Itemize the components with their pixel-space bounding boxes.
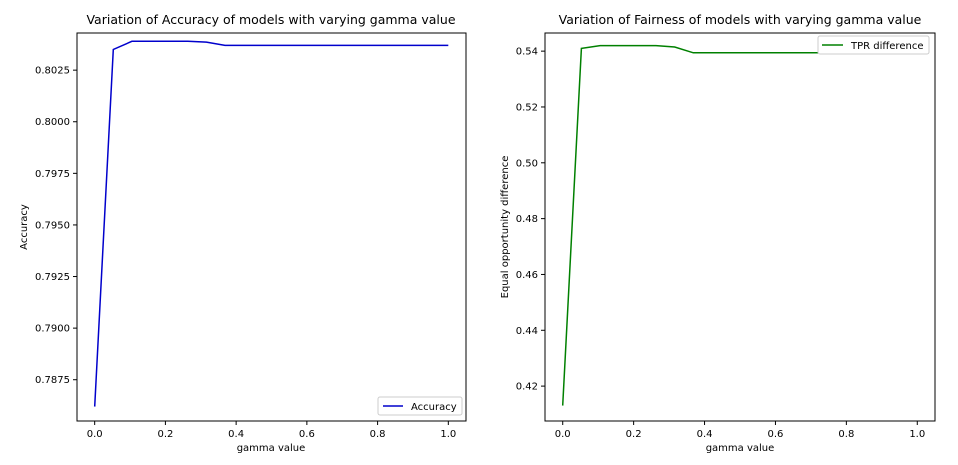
fairness-legend: TPR difference <box>817 35 930 55</box>
x-tick-label: 0.4 <box>697 429 713 440</box>
fairness-chart-ylabel: Equal opportunity difference <box>500 156 511 299</box>
plot-frame <box>544 32 936 422</box>
y-tick-label: 0.44 <box>516 326 538 337</box>
x-tick-label: 0.8 <box>838 429 854 440</box>
series-line-0 <box>561 44 918 406</box>
accuracy-chart: Variation of Accuracy of models with var… <box>19 12 467 454</box>
y-tick-label: 0.48 <box>516 214 538 225</box>
x-tick-label: 0.6 <box>299 429 315 440</box>
legend-label-tpr-difference: TPR difference <box>850 41 923 52</box>
x-tick-label: 0.0 <box>555 429 571 440</box>
legend-box <box>377 396 463 416</box>
legend-box <box>817 35 930 55</box>
x-tick-label: 0.2 <box>157 429 173 440</box>
legend-label-accuracy: Accuracy <box>411 402 457 413</box>
plot-frame <box>76 32 467 422</box>
y-tick-label: 0.7875 <box>35 375 70 386</box>
series-line-0 <box>93 40 449 407</box>
y-tick-label: 0.8000 <box>35 117 70 128</box>
y-tick-label: 0.7975 <box>35 169 70 180</box>
x-tick-label: 0.0 <box>87 429 103 440</box>
y-tick-label: 0.42 <box>516 382 538 393</box>
accuracy-chart-title: Variation of Accuracy of models with var… <box>86 12 455 27</box>
x-tick-label: 1.0 <box>440 429 456 440</box>
x-tick-label: 0.2 <box>626 429 642 440</box>
y-tick-label: 0.7900 <box>35 324 70 335</box>
fairness-chart-xlabel: gamma value <box>706 443 775 454</box>
y-tick-label: 0.8025 <box>35 66 70 77</box>
y-tick-label: 0.46 <box>516 270 538 281</box>
fairness-plot-area: 0.0 0.2 0.4 0.6 0.8 1.0 0.42 0.44 0.46 0.48 0.50 0.… <box>516 32 936 440</box>
accuracy-plot-area: 0.0 0.2 0.4 0.6 0.8 1.0 0.7875 0.7900 0.7925 0.79… <box>35 32 467 440</box>
y-tick-label: 0.54 <box>516 47 538 58</box>
y-tick-label: 0.50 <box>516 158 538 169</box>
accuracy-chart-xlabel: gamma value <box>237 443 306 454</box>
y-tick-label: 0.52 <box>516 102 538 113</box>
accuracy-legend: Accuracy <box>377 396 463 416</box>
fairness-chart: Variation of Fairness of models with var… <box>500 12 936 454</box>
x-tick-label: 0.4 <box>228 429 244 440</box>
x-tick-label: 0.6 <box>768 429 784 440</box>
y-tick-label: 0.7925 <box>35 272 70 283</box>
accuracy-chart-ylabel: Accuracy <box>19 204 30 250</box>
x-tick-label: 1.0 <box>909 429 925 440</box>
fairness-chart-title: Variation of Fairness of models with var… <box>559 12 922 27</box>
y-tick-label: 0.7950 <box>35 220 70 231</box>
x-tick-label: 0.8 <box>370 429 386 440</box>
